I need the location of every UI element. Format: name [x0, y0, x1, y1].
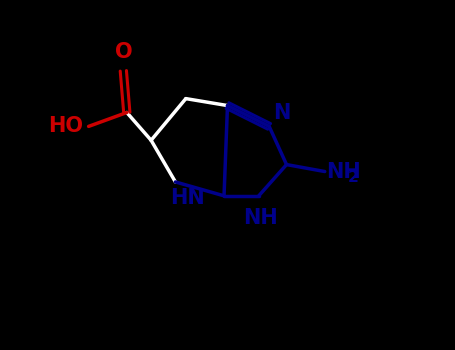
Text: 2: 2 — [348, 170, 359, 185]
Text: NH: NH — [243, 208, 278, 228]
Text: N: N — [273, 103, 290, 123]
Text: HN: HN — [170, 188, 205, 208]
Text: HO: HO — [48, 117, 83, 136]
Text: O: O — [115, 42, 132, 62]
Text: NH: NH — [326, 162, 361, 182]
